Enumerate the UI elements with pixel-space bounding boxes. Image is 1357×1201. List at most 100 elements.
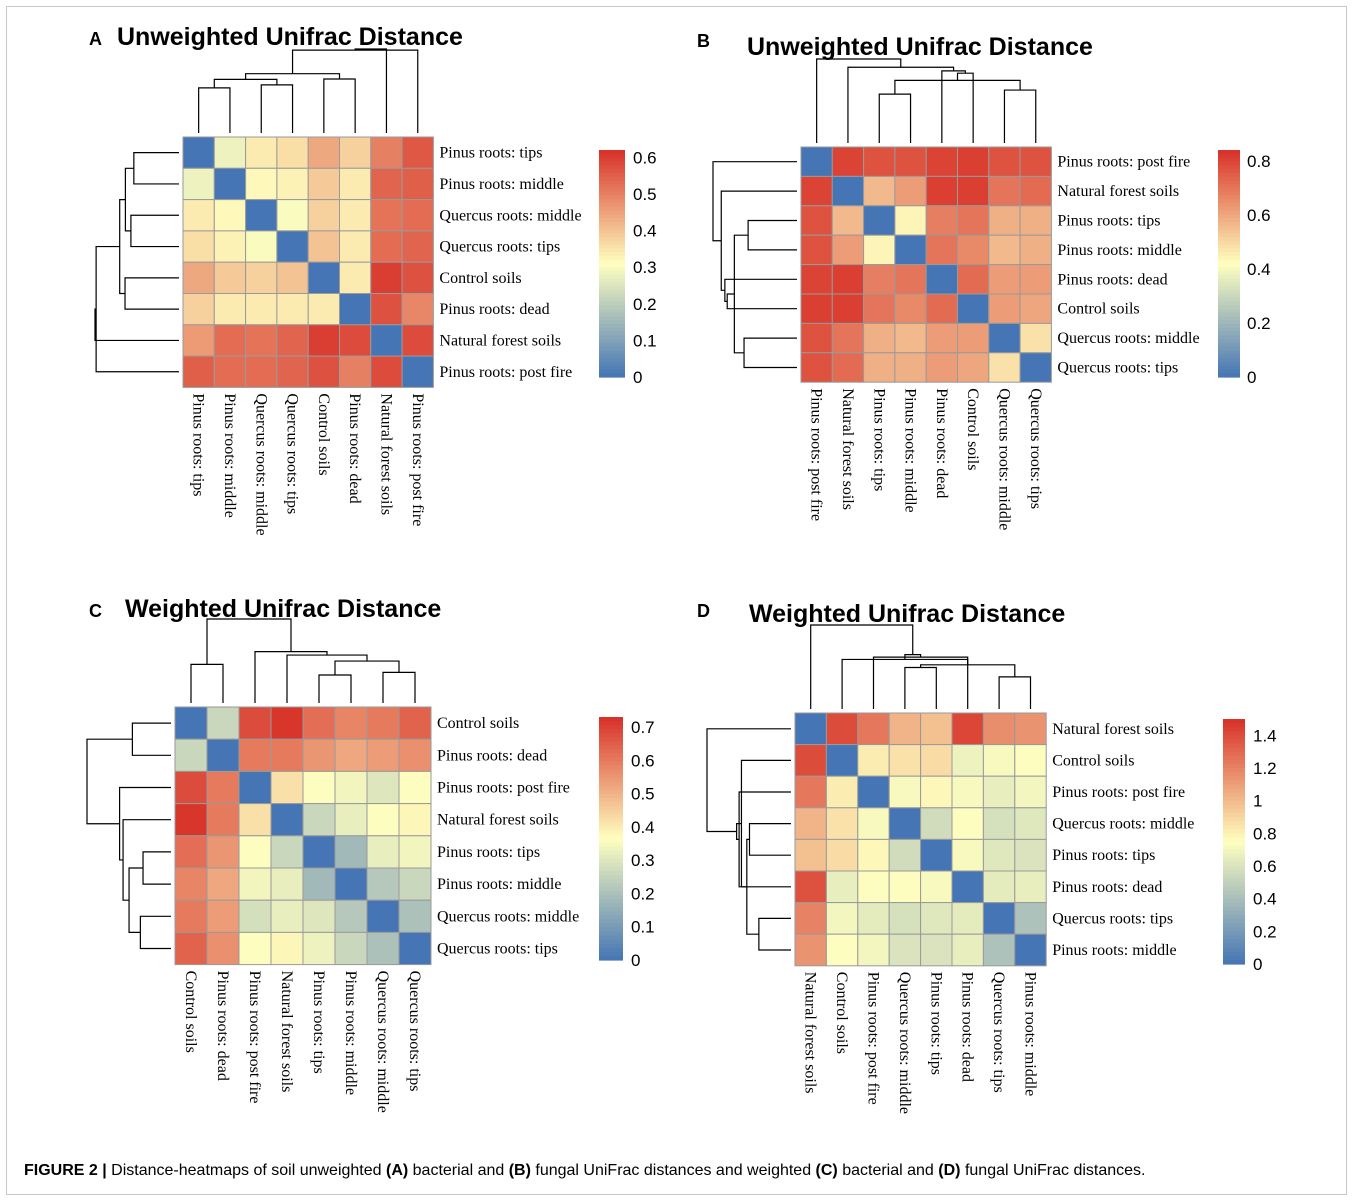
heatmap-cell <box>825 902 859 935</box>
row-label: Pinus roots: dead <box>439 301 549 318</box>
colorbar-segment <box>599 858 623 864</box>
colorbar-segment <box>599 358 625 363</box>
colorbar-segment <box>599 737 623 742</box>
colorbar-segment <box>599 153 625 159</box>
colorbar-tick-label: 0.6 <box>1247 206 1271 225</box>
heatmap-cell <box>988 264 1021 295</box>
heatmap-cell <box>366 867 400 901</box>
heatmap-cell <box>920 775 953 809</box>
heatmap-cell <box>988 175 1021 207</box>
column-label: Quercus roots: middle <box>995 388 1012 530</box>
caption-segment-8: fungal UniFrac distances. <box>960 1162 1146 1179</box>
colorbar-segment <box>599 781 623 787</box>
heatmap-cell <box>334 867 368 901</box>
row-label: Pinus roots: post fire <box>437 780 570 797</box>
colorbar-tick-label: 0 <box>1247 368 1256 387</box>
heatmap-cell <box>245 293 278 326</box>
heatmap-cell <box>951 838 984 872</box>
heatmap-cell <box>825 933 859 967</box>
colorbar-segment <box>599 850 623 856</box>
column-label: Pinus roots: dead <box>933 388 950 498</box>
caption-segment-0: Distance-heatmaps of soil unweighted <box>106 1162 386 1179</box>
colorbar-segment <box>1223 735 1245 741</box>
colorbar-segment <box>599 327 625 333</box>
dendrogram-branch <box>124 167 134 232</box>
colorbar-tick-label: 0 <box>633 368 642 387</box>
column-label: Pinus roots: dead <box>959 972 976 1082</box>
colorbar-segment <box>1223 788 1245 794</box>
heatmap-cell <box>1014 838 1047 872</box>
heatmap-cell <box>831 234 865 266</box>
heatmap-cell <box>270 803 304 837</box>
colorbar-segment <box>1223 919 1245 924</box>
colorbar-segment <box>599 369 625 374</box>
row-label: Quercus roots: tips <box>437 941 558 958</box>
colorbar-tick-label: 0.2 <box>633 295 657 314</box>
colorbar-segment <box>1223 906 1245 912</box>
colorbar-segment <box>1218 331 1240 336</box>
caption-segment-2: bacterial and <box>408 1162 509 1179</box>
heatmap-cell <box>794 870 827 904</box>
heatmap-cell <box>370 355 403 388</box>
heatmap-cell <box>302 738 336 772</box>
colorbar-segment <box>599 237 625 242</box>
colorbar-segment <box>599 842 623 848</box>
colorbar-segment <box>599 891 623 896</box>
dendrogram-branch <box>740 759 791 888</box>
colorbar-segment <box>599 255 625 261</box>
heatmap-cell <box>894 175 927 207</box>
colorbar-segment <box>1218 255 1240 261</box>
caption-segment-4: fungal UniFrac distances and weighted <box>530 1162 816 1179</box>
heatmap-cell <box>307 261 341 294</box>
heatmap-cell <box>307 199 341 232</box>
heatmap-cell <box>857 838 890 872</box>
dendrogram-branch <box>245 73 341 80</box>
heatmap-cell <box>825 807 859 840</box>
column-label: Quercus roots: tips <box>406 971 423 1092</box>
heatmap-cell <box>206 706 240 740</box>
heatmap-cell <box>245 324 278 357</box>
column-label: Pinus roots: tips <box>927 972 944 1075</box>
dendrogram-branch <box>133 152 179 185</box>
colorbar-segment <box>1218 361 1240 367</box>
heatmap-cell <box>800 234 833 266</box>
colorbar-segment <box>1218 350 1240 355</box>
heatmap-cell <box>276 355 309 388</box>
heatmap-cell <box>307 293 341 326</box>
heatmap-cell <box>370 199 403 232</box>
colorbar-segment <box>1218 267 1240 272</box>
heatmap-cell <box>1019 175 1052 207</box>
panel-title: Weighted Unifrac Distance <box>749 600 1065 628</box>
heatmap-cell <box>957 293 990 324</box>
colorbar-segment <box>1223 849 1245 855</box>
heatmap-cell <box>213 293 247 326</box>
row-label: Control soils <box>437 715 519 732</box>
colorbar-segment <box>599 887 623 892</box>
heatmap-cell <box>925 352 959 383</box>
dendrogram-branch <box>748 823 791 856</box>
colorbar-segment <box>599 210 625 215</box>
heatmap-cell <box>951 902 984 935</box>
heatmap-cell <box>398 770 432 805</box>
colorbar: 0.7 0.6 0.5 0.4 0.3 0.2 0.1 0 <box>599 717 655 970</box>
colorbar-segment <box>1218 229 1240 234</box>
heatmap-cell <box>982 807 1016 840</box>
colorbar-segment <box>599 331 625 336</box>
heatmap-cell <box>339 355 372 388</box>
heatmap-cell <box>206 867 240 901</box>
heatmap-cell <box>334 738 368 772</box>
heatmap-cell <box>831 352 865 383</box>
heatmap-cell <box>894 264 927 295</box>
colorbar-tick-label: 0.2 <box>1253 922 1277 941</box>
colorbar-tick-label: 1.2 <box>1253 759 1277 778</box>
colorbar-segment <box>599 830 623 836</box>
colorbar-segment <box>599 199 625 204</box>
colorbar-segment <box>599 339 625 344</box>
colorbar-segment <box>599 879 623 884</box>
dendrogram-branch <box>139 915 171 950</box>
dendrogram-branch <box>712 161 797 242</box>
colorbar-segment <box>599 286 625 291</box>
heatmap-cell <box>398 706 432 740</box>
column-label: Pinus roots: post fire <box>409 393 426 526</box>
heatmap-cell <box>307 355 341 388</box>
